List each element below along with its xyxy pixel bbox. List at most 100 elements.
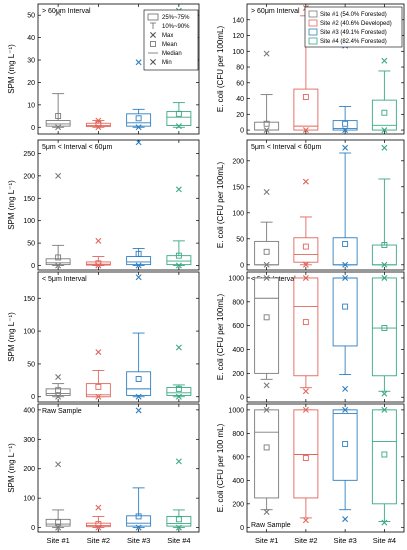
y-tick-label: 50 [27,13,35,20]
min-marker [381,519,388,526]
mean-marker [381,451,388,458]
y-tick-label: 1000 [228,407,244,414]
box-site4 [371,406,397,526]
mean-marker [263,314,270,321]
chart-panel-1-1: 0 50 100 150 200 E. coli (CFU per 100mL) 5μm <… [216,139,405,271]
interval-label: > 60μm Interval [251,8,300,15]
max-marker [263,50,270,57]
mean-marker [135,376,142,382]
legend-whisker-label: 10%~90% [162,24,190,30]
mean-marker [95,521,102,528]
max-marker [381,406,388,413]
min-marker [342,127,349,134]
y-axis-label: SPM (mg L⁻¹) [7,180,16,230]
iqr-box [126,515,152,527]
iqr-box [254,409,280,499]
y-tick-label: 10 [27,102,35,109]
x-tick-label: Site #4 [373,536,396,545]
box-site3 [332,406,358,523]
iqr-box [45,258,71,266]
interval-label: Raw Sample [42,408,82,415]
y-tick-label: 300 [23,437,35,444]
y-tick-label: 200 [23,173,35,180]
interval-label: 5μm < Interval < 60μm [42,144,112,151]
iqr-box [45,388,71,396]
box-site1 [45,374,71,400]
mean-marker [342,241,349,247]
box-site3 [126,59,152,131]
max-marker [263,274,270,281]
iqr-box [166,111,192,126]
legend-series-swatch [308,19,318,27]
box-site1 [254,274,280,389]
iqr-box [254,277,280,374]
y-tick-label: 800 [232,299,244,306]
max-marker [55,461,62,468]
y-tick-label: 40 [27,35,35,42]
y-tick-label: 200 [23,466,35,473]
max-marker [302,178,309,185]
box-site4 [371,274,397,397]
iqr-box [293,237,319,263]
y-tick-label: 20 [236,112,244,119]
y-axis-label: SPM (mg L⁻¹) [7,312,16,362]
y-tick-label: 200 [232,371,244,378]
iqr-box [371,244,397,266]
box-site2 [85,117,111,131]
min-marker [135,393,142,400]
y-tick-label: 100 [232,49,244,56]
mean-marker [342,120,349,127]
min-marker [95,124,102,131]
y-axis-label: E. coli (CFU per 100mL) [216,26,225,113]
y-tick-label: 100 [23,218,35,225]
y-tick-label: 600 [232,323,244,330]
legend-median-label: Median [162,51,182,57]
min-marker [175,393,182,400]
y-axis-label: E. coli (CFU per 100mL) [216,162,225,249]
legend-max-symbol [150,32,156,38]
y-tick-label: 60 [236,80,244,87]
max-marker [55,9,62,16]
min-marker [302,517,309,524]
y-tick-label: 600 [232,454,244,461]
max-marker [342,144,349,151]
mean-marker [342,440,349,447]
box-site1 [45,172,71,269]
legend-mean-symbol [150,41,156,47]
box-site4 [371,144,397,268]
box-site2 [293,274,319,395]
mean-marker [263,444,270,451]
box-site3 [126,407,152,531]
series-legend: Site #1 (54.0% Forested) Site #2 (40.6% D… [304,6,403,48]
max-marker [302,274,309,281]
x-tick-label: Site #4 [167,536,190,545]
mean-marker [302,243,309,250]
max-marker [263,406,270,413]
min-marker [381,261,388,268]
interval-label: 5μm < Interval < 60μm [251,144,321,151]
min-marker [55,393,62,400]
chart-panel-0-1: 0 20 40 60 80 100 120 140 E. coli (CFU per 100mL… [216,3,405,135]
y-tick-label: 50 [27,241,35,248]
box-site1 [254,50,280,134]
iqr-box [166,255,192,266]
y-tick-label: 0 [240,128,244,135]
min-marker [381,390,388,397]
box-site1 [45,461,71,531]
y-tick-label: 50 [27,361,35,368]
max-marker [135,59,142,66]
iqr-box [126,371,152,396]
plot-frame [246,271,405,403]
mean-marker [381,325,388,332]
iqr-box [293,409,319,499]
min-marker [263,261,270,268]
plot-frame [37,403,200,533]
min-marker [135,524,142,531]
y-axis-label: E. coli (CFU per 100mL) [216,294,225,381]
max-marker [302,406,309,413]
mean-marker [55,113,62,120]
x-tick-label: Site #3 [127,536,150,545]
min-marker [302,261,309,268]
min-marker [55,262,62,269]
box-site4 [166,7,192,130]
